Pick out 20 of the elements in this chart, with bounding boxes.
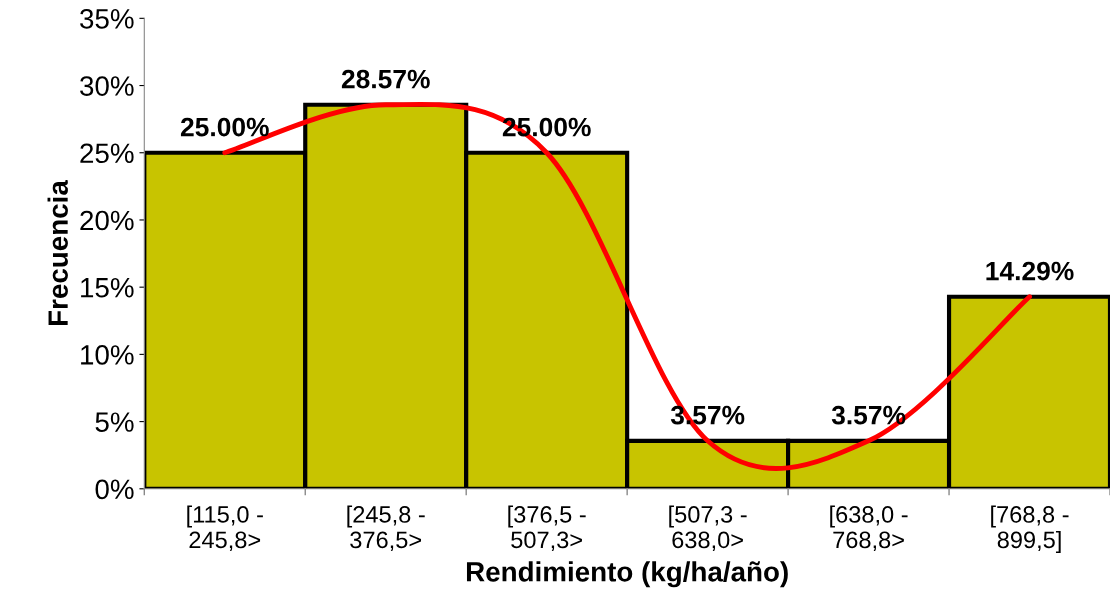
data-label: 28.57% (341, 69, 430, 89)
y-tick-label: 15% (81, 277, 134, 298)
data-label: 3.57% (831, 405, 906, 425)
x-tick-label: [245,8 - 376,5> (347, 505, 425, 552)
y-tick-label: 20% (80, 210, 134, 231)
x-tick-label: [638,0 - 768,8> (830, 505, 908, 552)
x-tick-label: [507,3 - 638,0> (669, 505, 747, 552)
y-tick-label: 5% (95, 412, 134, 432)
data-label: 14.29% (986, 261, 1074, 281)
x-tick-label: [768,8 - 899,5] (991, 505, 1069, 553)
x-axis-title: Rendimiento (kg/ha/año) (466, 561, 788, 588)
x-tick-label: [115,0 - 245,8> (187, 505, 263, 552)
x-tick-label: [376,5 - 507,3> (508, 505, 586, 552)
y-tick-label: 35% (80, 9, 134, 29)
y-tick-label: 0% (95, 479, 134, 500)
data-label: 25.00% (180, 117, 269, 137)
y-tick-label: 30% (80, 76, 134, 96)
y-tick-label: 10% (81, 345, 134, 365)
y-tick-label: 25% (80, 143, 134, 164)
y-axis-title: Frecuencia (47, 180, 68, 326)
